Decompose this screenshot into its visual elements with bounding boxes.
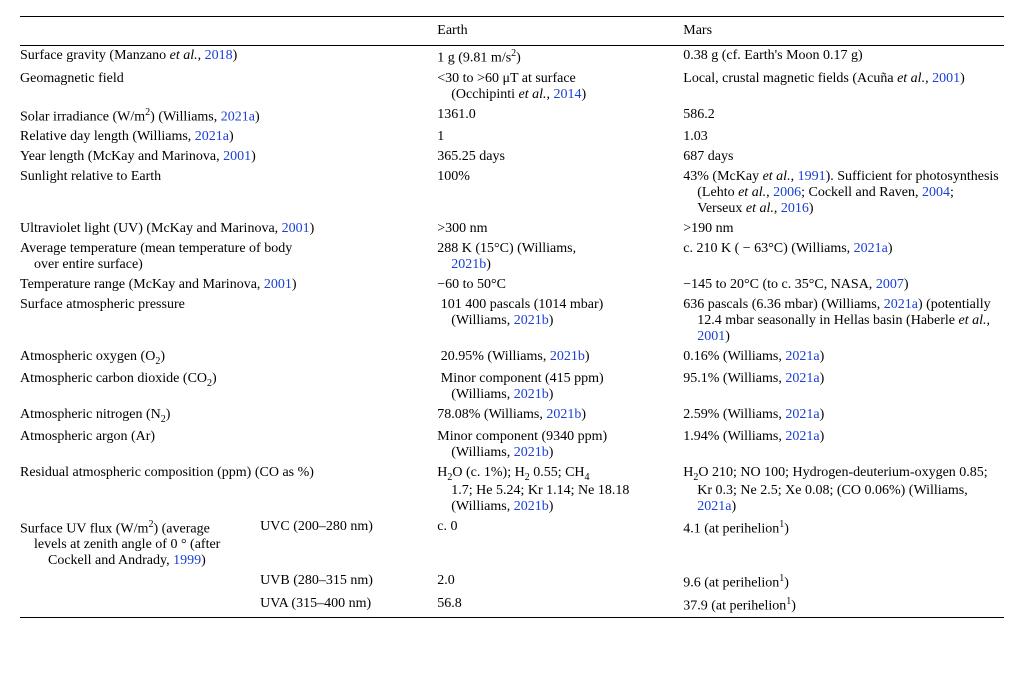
param-cell: Average temperature (mean temperature of… bbox=[20, 239, 433, 275]
mars-cell: 687 days bbox=[679, 147, 1004, 167]
param-cell bbox=[20, 571, 256, 594]
param-cell: Surface UV flux (W/m2) (averagelevels at… bbox=[20, 517, 256, 572]
table-row: UVA (315–400 nm) 56.8 37.9 (at perihelio… bbox=[20, 594, 1004, 617]
table-row: Average temperature (mean temperature of… bbox=[20, 239, 1004, 275]
table-row: Atmospheric nitrogen (N2) 78.08% (Willia… bbox=[20, 405, 1004, 427]
sub-cell: UVA (315–400 nm) bbox=[256, 594, 433, 617]
table-row: Atmospheric oxygen (O2) 20.95% (Williams… bbox=[20, 347, 1004, 369]
header-mars: Mars bbox=[679, 17, 1004, 46]
header-blank-1 bbox=[20, 17, 256, 46]
mars-cell: −145 to 20°C (to c. 35°C, NASA, 2007) bbox=[679, 275, 1004, 295]
mars-cell: 4.1 (at perihelion1) bbox=[679, 517, 1004, 572]
table-row: Ultraviolet light (UV) (McKay and Marino… bbox=[20, 219, 1004, 239]
param-cell: Atmospheric argon (Ar) bbox=[20, 427, 433, 463]
table-row: Atmospheric carbon dioxide (CO2) Minor c… bbox=[20, 369, 1004, 405]
param-cell: Atmospheric nitrogen (N2) bbox=[20, 405, 433, 427]
table-header-row: Earth Mars bbox=[20, 17, 1004, 46]
table-row: Solar irradiance (W/m2) (Williams, 2021a… bbox=[20, 105, 1004, 128]
header-blank-2 bbox=[256, 17, 433, 46]
table-row: Temperature range (McKay and Marinova, 2… bbox=[20, 275, 1004, 295]
param-cell: Atmospheric oxygen (O2) bbox=[20, 347, 433, 369]
mars-cell: 9.6 (at perihelion1) bbox=[679, 571, 1004, 594]
earth-cell: <30 to >60 μT at surface(Occhipinti et a… bbox=[433, 69, 679, 105]
param-cell: Surface gravity (Manzano et al., 2018) bbox=[20, 46, 433, 69]
earth-cell: c. 0 bbox=[433, 517, 679, 572]
table-row: Residual atmospheric composition (ppm) (… bbox=[20, 463, 1004, 517]
earth-cell: 78.08% (Williams, 2021b) bbox=[433, 405, 679, 427]
param-cell: Ultraviolet light (UV) (McKay and Marino… bbox=[20, 219, 433, 239]
param-cell: Residual atmospheric composition (ppm) (… bbox=[20, 463, 433, 517]
earth-cell: Minor component (415 ppm)(Williams, 2021… bbox=[433, 369, 679, 405]
earth-cell: 365.25 days bbox=[433, 147, 679, 167]
table-row: Surface atmospheric pressure 101 400 pas… bbox=[20, 295, 1004, 347]
earth-cell: 20.95% (Williams, 2021b) bbox=[433, 347, 679, 369]
earth-cell: 1 bbox=[433, 127, 679, 147]
earth-cell: 1361.0 bbox=[433, 105, 679, 128]
param-cell bbox=[20, 594, 256, 617]
comparison-table: Earth Mars Surface gravity (Manzano et a… bbox=[20, 16, 1004, 618]
mars-cell: 0.38 g (cf. Earth's Moon 0.17 g) bbox=[679, 46, 1004, 69]
mars-cell: 1.03 bbox=[679, 127, 1004, 147]
table-row: UVB (280–315 nm) 2.0 9.6 (at perihelion1… bbox=[20, 571, 1004, 594]
sub-cell: UVC (200–280 nm) bbox=[256, 517, 433, 572]
mars-cell: 37.9 (at perihelion1) bbox=[679, 594, 1004, 617]
table-row: Geomagnetic field <30 to >60 μT at surfa… bbox=[20, 69, 1004, 105]
param-cell: Surface atmospheric pressure bbox=[20, 295, 433, 347]
earth-cell: >300 nm bbox=[433, 219, 679, 239]
mars-cell: 2.59% (Williams, 2021a) bbox=[679, 405, 1004, 427]
param-cell: Relative day length (Williams, 2021a) bbox=[20, 127, 433, 147]
header-earth: Earth bbox=[433, 17, 679, 46]
mars-cell: >190 nm bbox=[679, 219, 1004, 239]
earth-cell: 101 400 pascals (1014 mbar)(Williams, 20… bbox=[433, 295, 679, 347]
earth-cell: 100% bbox=[433, 167, 679, 219]
earth-cell: Minor component (9340 ppm)(Williams, 202… bbox=[433, 427, 679, 463]
table-row: Surface gravity (Manzano et al., 2018) 1… bbox=[20, 46, 1004, 69]
earth-cell: 1 g (9.81 m/s2) bbox=[433, 46, 679, 69]
earth-cell: 2.0 bbox=[433, 571, 679, 594]
mars-cell: 0.16% (Williams, 2021a) bbox=[679, 347, 1004, 369]
earth-cell: 56.8 bbox=[433, 594, 679, 617]
param-cell: Atmospheric carbon dioxide (CO2) bbox=[20, 369, 433, 405]
table-row: Atmospheric argon (Ar) Minor component (… bbox=[20, 427, 1004, 463]
mars-cell: 95.1% (Williams, 2021a) bbox=[679, 369, 1004, 405]
table-row: Year length (McKay and Marinova, 2001) 3… bbox=[20, 147, 1004, 167]
param-cell: Sunlight relative to Earth bbox=[20, 167, 433, 219]
mars-cell: 43% (McKay et al., 1991). Sufficient for… bbox=[679, 167, 1004, 219]
earth-cell: H2O (c. 1%); H2 0.55; CH41.7; He 5.24; K… bbox=[433, 463, 679, 517]
mars-cell: H2O 210; NO 100; Hydrogen-deuterium-oxyg… bbox=[679, 463, 1004, 517]
table-row: Surface UV flux (W/m2) (averagelevels at… bbox=[20, 517, 1004, 572]
table-row: Sunlight relative to Earth 100% 43% (McK… bbox=[20, 167, 1004, 219]
mars-cell: c. 210 K ( − 63°C) (Williams, 2021a) bbox=[679, 239, 1004, 275]
param-cell: Temperature range (McKay and Marinova, 2… bbox=[20, 275, 433, 295]
earth-cell: −60 to 50°C bbox=[433, 275, 679, 295]
table-row: Relative day length (Williams, 2021a) 1 … bbox=[20, 127, 1004, 147]
param-cell: Year length (McKay and Marinova, 2001) bbox=[20, 147, 433, 167]
earth-cell: 288 K (15°C) (Williams,2021b) bbox=[433, 239, 679, 275]
param-cell: Geomagnetic field bbox=[20, 69, 433, 105]
mars-cell: 636 pascals (6.36 mbar) (Williams, 2021a… bbox=[679, 295, 1004, 347]
mars-cell: 1.94% (Williams, 2021a) bbox=[679, 427, 1004, 463]
sub-cell: UVB (280–315 nm) bbox=[256, 571, 433, 594]
mars-cell: 586.2 bbox=[679, 105, 1004, 128]
param-cell: Solar irradiance (W/m2) (Williams, 2021a… bbox=[20, 105, 433, 128]
mars-cell: Local, crustal magnetic fields (Acuña et… bbox=[679, 69, 1004, 105]
